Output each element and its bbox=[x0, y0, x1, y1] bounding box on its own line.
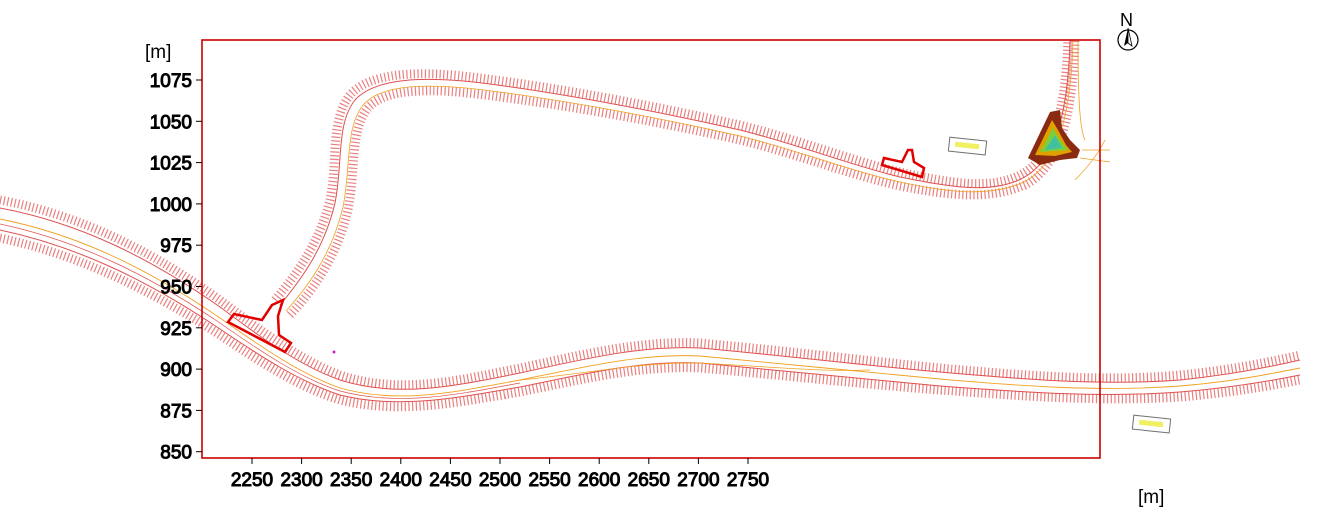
x-tick-label: 2550 bbox=[528, 470, 570, 491]
y-tick-label: 925 bbox=[160, 319, 192, 340]
loop-road bbox=[271, 39, 1111, 319]
x-tick-label: 2350 bbox=[330, 470, 372, 491]
map-frame bbox=[201, 39, 1101, 459]
x-tick-label: 2750 bbox=[727, 470, 769, 491]
x-tick-label: 2500 bbox=[479, 470, 521, 491]
north-label: N bbox=[1120, 10, 1133, 30]
x-tick-label: 2650 bbox=[628, 470, 670, 491]
north-island bbox=[880, 148, 926, 179]
road-network bbox=[0, 39, 1302, 412]
traffic-islands bbox=[226, 148, 926, 354]
x-tick-label: 2450 bbox=[429, 470, 471, 491]
x-axis-unit: [m] bbox=[1138, 487, 1164, 508]
x-tick-label: 2250 bbox=[231, 470, 273, 491]
y-tick-label: 875 bbox=[160, 401, 192, 422]
north-arrow-icon: N bbox=[1117, 10, 1139, 51]
y-tick-label: 1075 bbox=[150, 71, 192, 92]
y-tick-label: 975 bbox=[160, 236, 192, 257]
y-tick-label: 850 bbox=[160, 443, 192, 464]
y-tick-label: 900 bbox=[160, 360, 192, 381]
sign-plate-icon bbox=[947, 136, 1172, 434]
x-tick-label: 2300 bbox=[280, 470, 322, 491]
y-tick-label: 950 bbox=[160, 278, 192, 299]
x-tick-label: 2700 bbox=[677, 470, 719, 491]
y-axis: 1075 1050 1025 1000 975 950 925 900 875 850 bbox=[149, 71, 202, 464]
y-tick-label: 1000 bbox=[150, 195, 192, 216]
y-tick-label: 1025 bbox=[150, 154, 192, 175]
x-tick-label: 2400 bbox=[380, 470, 422, 491]
x-tick-label: 2600 bbox=[578, 470, 620, 491]
y-tick-label: 1050 bbox=[150, 112, 192, 133]
y-axis-unit: [m] bbox=[145, 42, 171, 63]
main-road bbox=[0, 195, 1302, 412]
roundabout bbox=[1028, 110, 1080, 165]
x-axis: 2250 2300 2350 2400 2450 2500 2550 2600 2650 2700… bbox=[230, 458, 770, 492]
west-island bbox=[226, 297, 293, 354]
point-marker bbox=[332, 350, 336, 354]
